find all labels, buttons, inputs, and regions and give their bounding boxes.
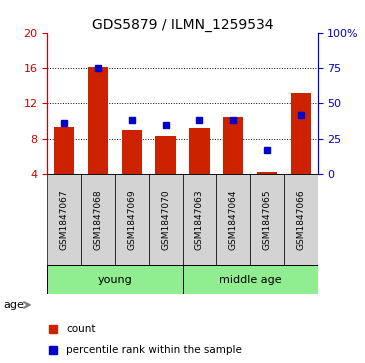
Text: GSM1847063: GSM1847063 (195, 189, 204, 250)
Bar (54, 127, 74, 174)
Text: GSM1847068: GSM1847068 (93, 189, 103, 250)
Text: GSM1847069: GSM1847069 (127, 189, 137, 250)
Bar (216, 174, 250, 265)
Text: percentile rank within the sample: percentile rank within the sample (66, 345, 242, 355)
Text: GSM1847067: GSM1847067 (60, 189, 69, 250)
Bar (88, 67, 108, 174)
Bar (182, 174, 216, 265)
Text: age: age (4, 300, 24, 310)
Bar (182, 265, 318, 294)
Text: GSM1847070: GSM1847070 (161, 189, 170, 250)
Text: young: young (97, 274, 132, 285)
Bar (250, 174, 284, 265)
Bar (291, 93, 311, 174)
Bar (47, 265, 182, 294)
Text: GSM1847065: GSM1847065 (262, 189, 272, 250)
Text: GSM1847066: GSM1847066 (296, 189, 305, 250)
Bar (149, 174, 182, 265)
Bar (284, 174, 318, 265)
Bar (189, 128, 210, 174)
Bar (115, 174, 149, 265)
Text: count: count (66, 324, 96, 334)
Bar (81, 174, 115, 265)
Bar (257, 172, 277, 174)
Bar (155, 136, 176, 174)
Text: GSM1847064: GSM1847064 (228, 189, 238, 250)
Bar (47, 174, 81, 265)
Title: GDS5879 / ILMN_1259534: GDS5879 / ILMN_1259534 (92, 18, 273, 32)
Text: middle age: middle age (219, 274, 281, 285)
Bar (223, 117, 243, 174)
Bar (122, 130, 142, 174)
